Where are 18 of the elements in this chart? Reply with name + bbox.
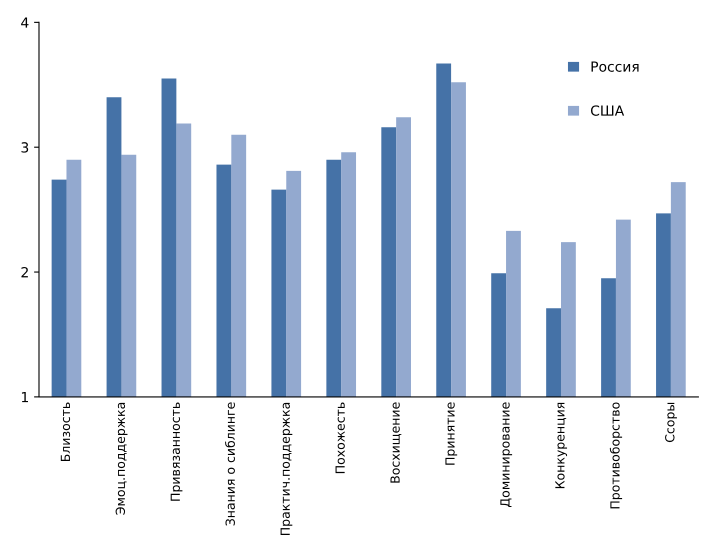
- y-tick-label: 3: [21, 142, 28, 153]
- x-tick-label: Близость: [60, 402, 70, 462]
- y-tick-label: 2: [21, 267, 28, 278]
- legend-label: Россия: [592, 62, 639, 72]
- x-tick-label: Ссоры: [665, 402, 677, 442]
- x-tick-label: Похожесть: [336, 402, 345, 474]
- x-tick-label: Противоборство: [610, 402, 622, 508]
- x-tick-label: Конкуренция: [555, 402, 568, 488]
- x-tick-label: Принятие: [445, 402, 458, 465]
- x-tick-label: Практич.поддержка: [280, 402, 292, 536]
- x-tick-label: Знания о сиблинге: [225, 402, 235, 526]
- y-tick-label: 4: [21, 18, 28, 28]
- x-tick-label: Доминирование: [500, 402, 512, 507]
- x-tick-label: Восхищение: [390, 402, 402, 483]
- x-tick-label: Эмоц.поддержка: [116, 402, 128, 515]
- x-tick-label: Привязанность: [170, 402, 182, 501]
- legend-label: США: [590, 105, 624, 116]
- y-tick-label: 1: [22, 392, 28, 402]
